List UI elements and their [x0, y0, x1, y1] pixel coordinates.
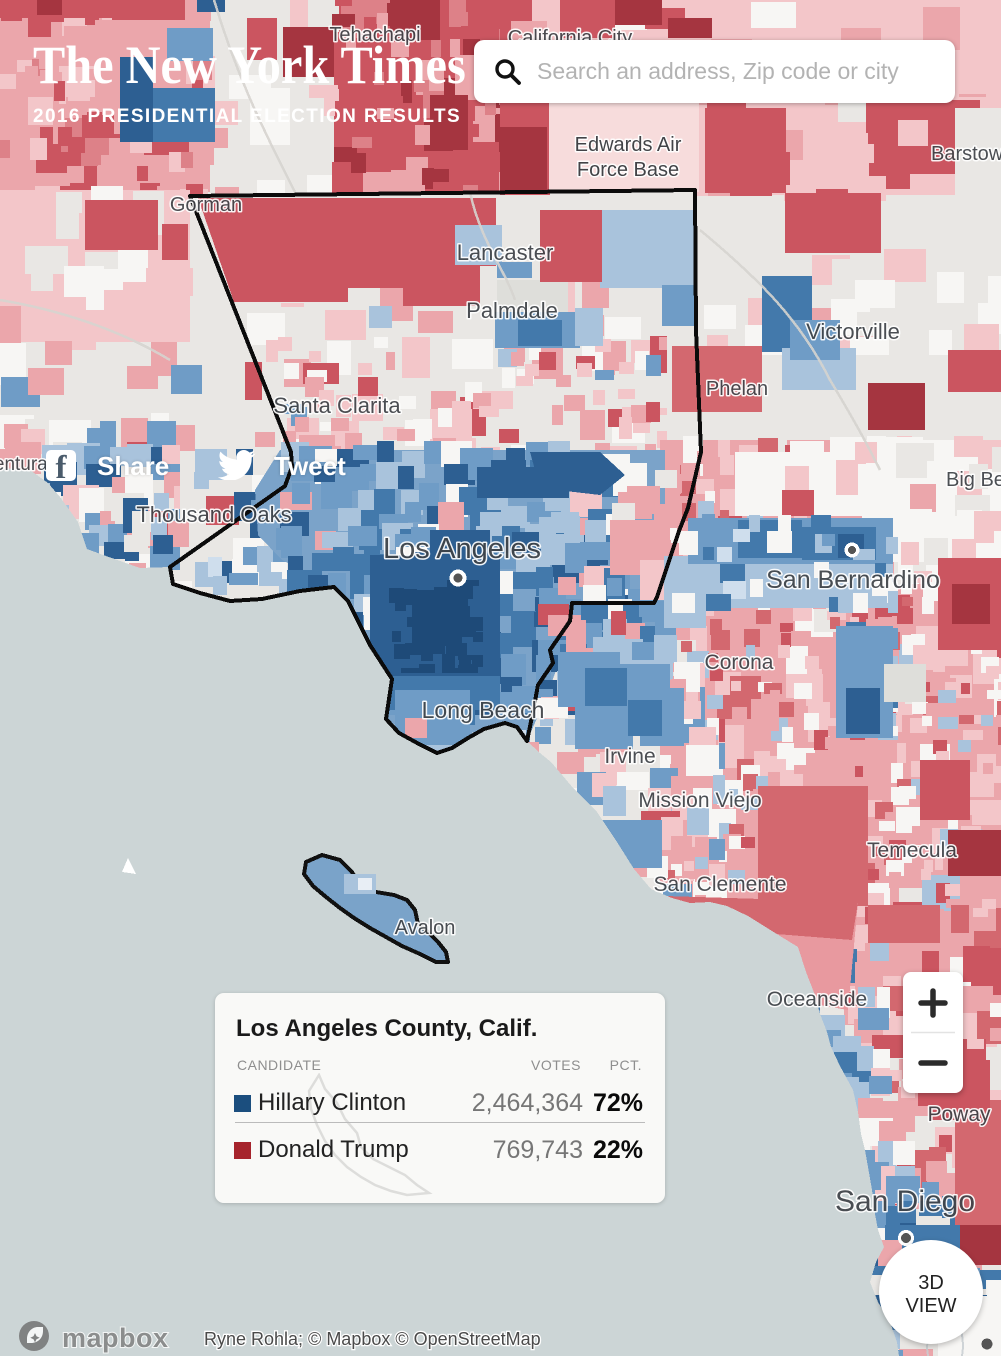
svg-text:Big Bear: Big Bear [946, 469, 1001, 491]
svg-text:Gorman: Gorman [170, 194, 242, 216]
svg-text:Temecula: Temecula [867, 839, 957, 862]
svg-text:Lancaster: Lancaster [457, 240, 554, 265]
svg-text:Corona: Corona [705, 651, 774, 674]
svg-text:Poway: Poway [927, 1103, 991, 1126]
svg-text:San Bernardino: San Bernardino [766, 566, 940, 594]
svg-text:Oceanside: Oceanside [767, 988, 867, 1011]
svg-text:Palmdale: Palmdale [466, 298, 558, 323]
svg-text:Victorville: Victorville [806, 319, 900, 344]
svg-text:Santa Clarita: Santa Clarita [273, 393, 401, 418]
svg-text:San Diego: San Diego [835, 1185, 975, 1218]
svg-text:Tehachapi: Tehachapi [329, 24, 420, 46]
svg-text:Avalon: Avalon [395, 917, 456, 939]
svg-text:Long Beach: Long Beach [422, 697, 545, 723]
svg-text:Barstow: Barstow [931, 143, 1001, 165]
svg-text:Ventura: Ventura [0, 454, 48, 475]
svg-text:Ryne Rohla; © Mapbox © OpenStr: Ryne Rohla; © Mapbox © OpenStreetMap [204, 1329, 541, 1349]
svg-text:San Clemente: San Clemente [653, 873, 786, 896]
svg-text:mapbox: mapbox [62, 1323, 169, 1353]
svg-text:Thousand Oaks: Thousand Oaks [136, 502, 291, 527]
svg-text:Irvine: Irvine [604, 745, 655, 768]
svg-text:Force Base: Force Base [577, 159, 679, 181]
svg-text:Mission Viejo: Mission Viejo [638, 789, 761, 812]
svg-text:Edwards Air: Edwards Air [575, 134, 682, 156]
svg-text:Phelan: Phelan [706, 378, 768, 400]
svg-text:Los Angeles: Los Angeles [383, 533, 541, 565]
